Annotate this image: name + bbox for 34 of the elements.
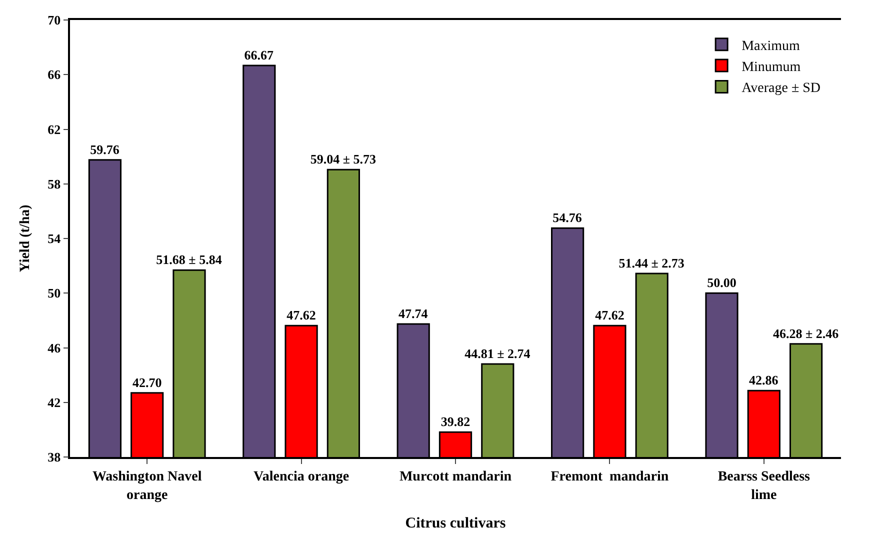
x-tick-label: Bearss Seedless lime — [718, 470, 811, 503]
data-label: 46.28 ± 2.46 — [772, 326, 840, 341]
y-tick-label: 66 — [48, 67, 62, 82]
y-tick-label: 42 — [48, 394, 61, 410]
y-tick-label: 46 — [48, 340, 62, 356]
y-tick-label: 50 — [48, 286, 61, 301]
y-tick-label: 54 — [48, 231, 62, 246]
y-tick-label: 38 — [48, 450, 62, 465]
y-tick-label: 58 — [48, 176, 62, 192]
x-tick-label: Fremont mandarin — [550, 470, 669, 485]
data-label: 54.76 — [552, 210, 582, 226]
data-label: 47.62 — [595, 308, 624, 323]
x-tick-label: Murcott mandarin — [399, 470, 512, 485]
x-tick-label: Valencia orange — [254, 470, 350, 485]
data-label: 66.67 — [244, 47, 274, 62]
y-tick-label: 62 — [48, 122, 61, 137]
data-label: 59.76 — [90, 142, 120, 157]
data-label: 51.44 ± 2.73 — [618, 255, 685, 270]
legend-label: Minumum — [742, 60, 801, 75]
data-label: 50.00 — [707, 275, 736, 290]
data-label: 47.74 — [398, 306, 428, 321]
x-axis-title: Citrus cultivars — [405, 515, 506, 532]
data-label: 42.70 — [132, 374, 162, 390]
y-tick-label: 70 — [48, 12, 61, 28]
data-label: 51.68 ± 5.84 — [156, 252, 222, 268]
x-tick-label: Washington Navel orange — [92, 470, 202, 503]
data-label: 59.04 ± 5.73 — [310, 152, 377, 167]
data-label: 44.81 ± 2.74 — [464, 346, 531, 361]
y-axis-title: Yield (t/ha) — [18, 204, 33, 272]
legend-label: Maximum — [742, 38, 800, 54]
legend-label: Average ± SD — [742, 81, 821, 96]
data-label: 47.62 — [286, 308, 316, 323]
data-label: 39.82 — [440, 414, 470, 430]
data-label: 42.86 — [749, 372, 779, 388]
